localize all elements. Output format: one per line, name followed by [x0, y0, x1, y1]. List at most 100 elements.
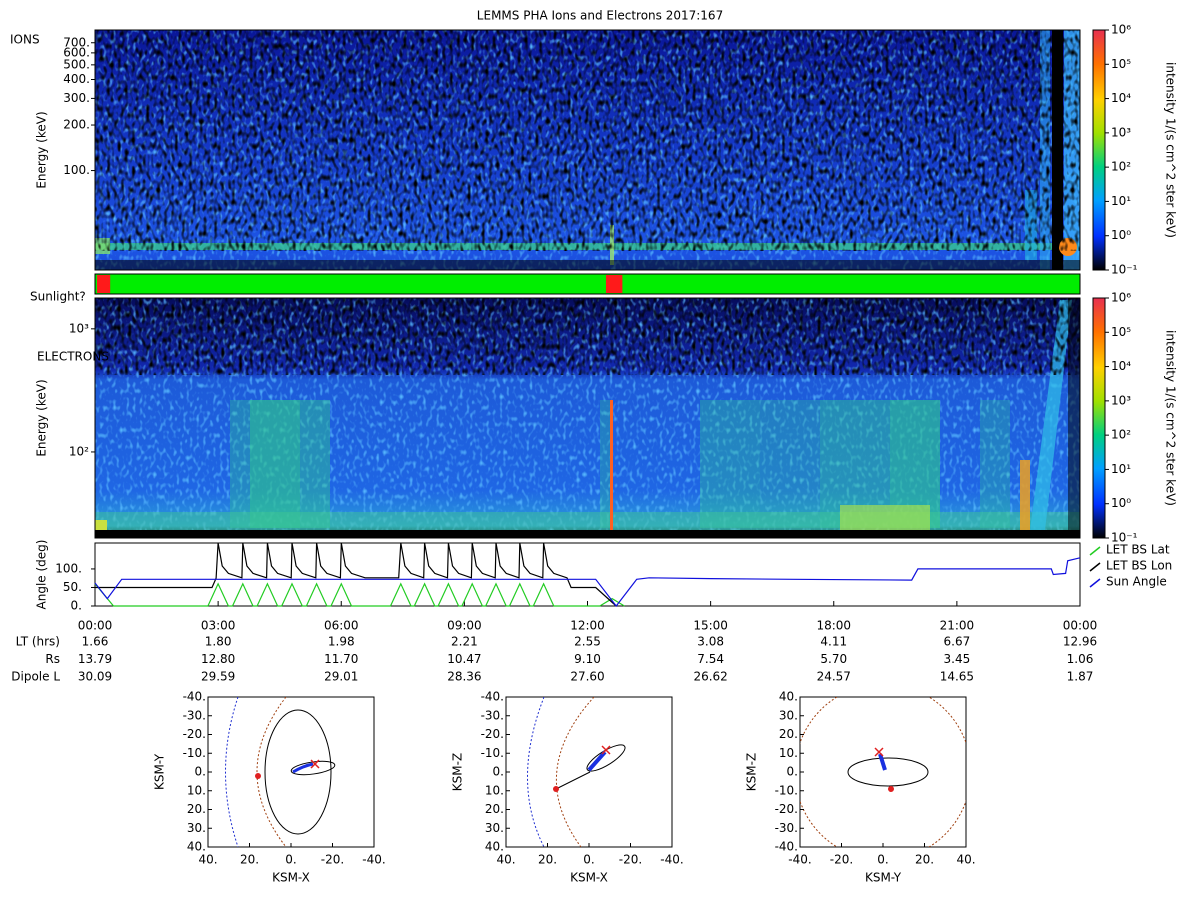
- feature: [250, 400, 330, 528]
- colorbar-tick-label: 10⁰: [1111, 496, 1131, 510]
- x-tick-label: -40.: [362, 853, 385, 867]
- feature: [230, 400, 300, 528]
- y-tick-label: 200.: [63, 118, 90, 132]
- y-axis-label: Energy (keV): [35, 379, 49, 456]
- orbit-start-marker: [553, 786, 559, 792]
- x-tick-label: 0.: [877, 853, 888, 867]
- y-tick-label: 0.: [787, 765, 798, 779]
- orbit-boundary: [264, 709, 332, 835]
- colorbar-tick-label: 10⁴: [1111, 91, 1131, 105]
- x-tick-label: 40.: [496, 853, 515, 867]
- ephemeris-value: 7.54: [697, 652, 724, 666]
- ephemeris-value: 1.80: [205, 635, 232, 649]
- y-tick-label: -30.: [183, 708, 206, 722]
- feature: [95, 512, 1080, 530]
- colorbar-tick-label: 10³: [1111, 393, 1131, 407]
- magnetopause: [555, 697, 595, 847]
- y-tick-label: -30.: [481, 708, 504, 722]
- y-tick-label: -10.: [775, 783, 798, 797]
- ephemeris-value: 9.10: [574, 652, 601, 666]
- x-tick-label: 0.: [285, 853, 296, 867]
- orbit-drawing: [800, 697, 966, 847]
- y-tick-label: -40.: [481, 690, 504, 704]
- colorbar-tick-label: 10⁰: [1111, 228, 1131, 242]
- x-tick-label: 0.: [583, 853, 594, 867]
- ephemeris-row-label: Dipole L: [11, 670, 60, 684]
- x-tick-label: -20.: [619, 853, 642, 867]
- ephemeris-value: 1.87: [1067, 670, 1094, 684]
- legend-swatch: [1089, 578, 1101, 588]
- ephemeris-value: 1.98: [328, 635, 355, 649]
- y-axis-label: Angle (deg): [35, 540, 49, 610]
- ephemeris-value: 28.36: [447, 670, 481, 684]
- x-tick-label: -20.: [321, 853, 344, 867]
- legend-label: Sun Angle: [1106, 575, 1167, 589]
- y-tick-label: 500.: [63, 57, 90, 71]
- y-tick-label: -40.: [183, 690, 206, 704]
- series-line: [94, 582, 625, 607]
- colorbar-tick-label: 10²: [1111, 160, 1131, 174]
- y-tick-label: 20.: [485, 802, 504, 816]
- x-tick-label: 00:00: [78, 619, 113, 633]
- y-tick-label: 400.: [63, 72, 90, 86]
- x-tick-label: -40.: [660, 853, 683, 867]
- series-line: [95, 542, 617, 607]
- y-tick-label: 10.: [485, 783, 504, 797]
- colorbar: [1092, 29, 1106, 271]
- feature: [600, 400, 610, 528]
- x-tick-label: 18:00: [816, 619, 851, 633]
- plot-frame: [94, 542, 1081, 607]
- ephemeris-value: 1.06: [1067, 652, 1094, 666]
- y-tick-label: 0.: [195, 765, 206, 779]
- sunlight-bar: [94, 273, 1081, 295]
- orbit-path: [555, 771, 591, 790]
- spectrogram: [95, 298, 1080, 538]
- series-line: [94, 557, 1081, 607]
- y-axis-label: KSM-Y: [153, 753, 167, 790]
- feature: [1020, 460, 1030, 530]
- y-tick-label: -30.: [775, 821, 798, 835]
- y-tick-label: 40.: [485, 840, 504, 854]
- ephemeris-value: 3.08: [697, 635, 724, 649]
- x-tick-label: 09:00: [447, 619, 482, 633]
- feature: [95, 520, 107, 532]
- y-tick-label: 10.: [779, 746, 798, 760]
- orbit-drawing: [527, 697, 626, 847]
- y-tick-label: 300.: [63, 91, 90, 105]
- colorbar-tick-label: 10⁻¹: [1111, 531, 1138, 545]
- y-tick-label: 20.: [187, 802, 206, 816]
- colorbar-label: intensity 1/(s cm^2 ster keV): [1164, 62, 1178, 238]
- magnetopause: [256, 697, 287, 847]
- ephemeris-value: 2.21: [451, 635, 478, 649]
- x-tick-label: 06:00: [324, 619, 359, 633]
- orbit-frame: [207, 696, 375, 848]
- panel-label: Sunlight?: [30, 290, 86, 304]
- ephemeris-value: 13.79: [78, 652, 112, 666]
- ephemeris-value: 14.65: [940, 670, 974, 684]
- ephemeris-value: 30.09: [78, 670, 112, 684]
- y-tick-label: 100.: [63, 163, 90, 177]
- x-tick-label: 21:00: [940, 619, 975, 633]
- orbit-end-marker: [874, 747, 884, 757]
- ephemeris-row-label: Rs: [45, 652, 60, 666]
- ephemeris-value: 1.66: [82, 635, 109, 649]
- panel-label: IONS: [10, 33, 40, 47]
- ephemeris-value: 27.60: [570, 670, 604, 684]
- ephemeris-value: 26.62: [693, 670, 727, 684]
- trajectory: [878, 753, 887, 771]
- ephemeris-value: 12.96: [1063, 635, 1097, 649]
- feature: [840, 505, 930, 530]
- bow-shock: [225, 697, 239, 847]
- y-tick-label: -20.: [481, 727, 504, 741]
- y-tick-label: -20.: [775, 802, 798, 816]
- feature: [980, 400, 1010, 528]
- trajectory: [292, 762, 314, 774]
- ephemeris-value: 3.45: [944, 652, 971, 666]
- y-tick-label: 30.: [779, 708, 798, 722]
- spectrogram-texture: [95, 30, 1080, 251]
- colorbar-tick-label: 10³: [1111, 125, 1131, 139]
- sunlight-flag: [97, 275, 111, 293]
- y-tick-label: 0.: [71, 599, 82, 613]
- y-tick-label: 30.: [187, 821, 206, 835]
